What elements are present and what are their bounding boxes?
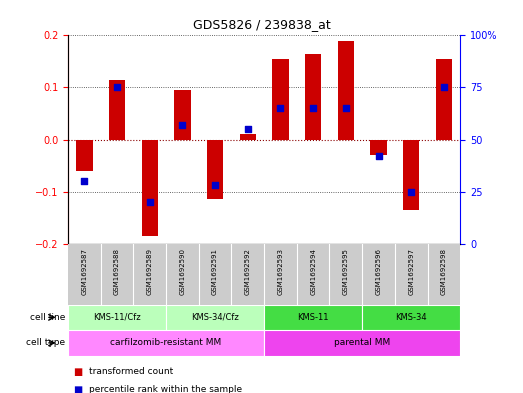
Bar (436, 59, 452, 140)
Text: GSM1692596: GSM1692596 (376, 248, 381, 295)
Text: GSM1692590: GSM1692590 (179, 248, 185, 295)
Bar (76, 140, 93, 171)
Text: GSM1692593: GSM1692593 (278, 248, 283, 295)
Text: GSM1692591: GSM1692591 (212, 248, 218, 295)
Text: carfilzomib-resistant MM: carfilzomib-resistant MM (110, 338, 222, 347)
Bar (264, 305, 362, 330)
Text: GSM1692592: GSM1692592 (245, 248, 251, 295)
Bar (362, 305, 460, 330)
Text: GSM1692597: GSM1692597 (408, 248, 414, 295)
Bar (142, 140, 158, 236)
Text: transformed count: transformed count (89, 367, 173, 376)
Text: KMS-34: KMS-34 (395, 313, 427, 322)
Point (407, 188, 415, 195)
Bar (109, 80, 125, 140)
Point (244, 126, 252, 132)
Text: cell type: cell type (26, 338, 65, 347)
Text: GSM1692595: GSM1692595 (343, 248, 349, 295)
Point (145, 199, 154, 205)
Text: GDS5826 / 239838_at: GDS5826 / 239838_at (192, 18, 331, 31)
Point (276, 105, 285, 111)
Text: percentile rank within the sample: percentile rank within the sample (89, 385, 242, 393)
Text: GSM1692594: GSM1692594 (310, 248, 316, 295)
Point (178, 122, 187, 128)
Bar (240, 134, 256, 140)
Text: cell line: cell line (30, 313, 65, 322)
Text: ■: ■ (73, 367, 83, 377)
Text: KMS-34/Cfz: KMS-34/Cfz (191, 313, 239, 322)
Text: ■: ■ (73, 385, 83, 393)
Point (342, 105, 350, 111)
Text: GSM1692598: GSM1692598 (441, 248, 447, 295)
Bar (305, 53, 321, 140)
Bar (207, 140, 223, 199)
Bar (370, 140, 386, 155)
Point (113, 84, 121, 90)
Text: KMS-11: KMS-11 (298, 313, 329, 322)
Bar (272, 59, 289, 140)
Bar (68, 330, 264, 356)
Text: GSM1692587: GSM1692587 (82, 248, 87, 295)
Bar (174, 90, 190, 140)
Bar (403, 140, 419, 210)
Point (309, 105, 317, 111)
Point (211, 182, 219, 189)
Point (374, 153, 383, 159)
Bar (68, 305, 166, 330)
Text: KMS-11/Cfz: KMS-11/Cfz (93, 313, 141, 322)
Text: GSM1692588: GSM1692588 (114, 248, 120, 295)
Bar (338, 40, 354, 140)
Bar (166, 305, 264, 330)
Text: GSM1692589: GSM1692589 (147, 248, 153, 295)
Point (80, 178, 88, 184)
Bar (264, 330, 460, 356)
Text: parental MM: parental MM (334, 338, 390, 347)
Point (440, 84, 448, 90)
